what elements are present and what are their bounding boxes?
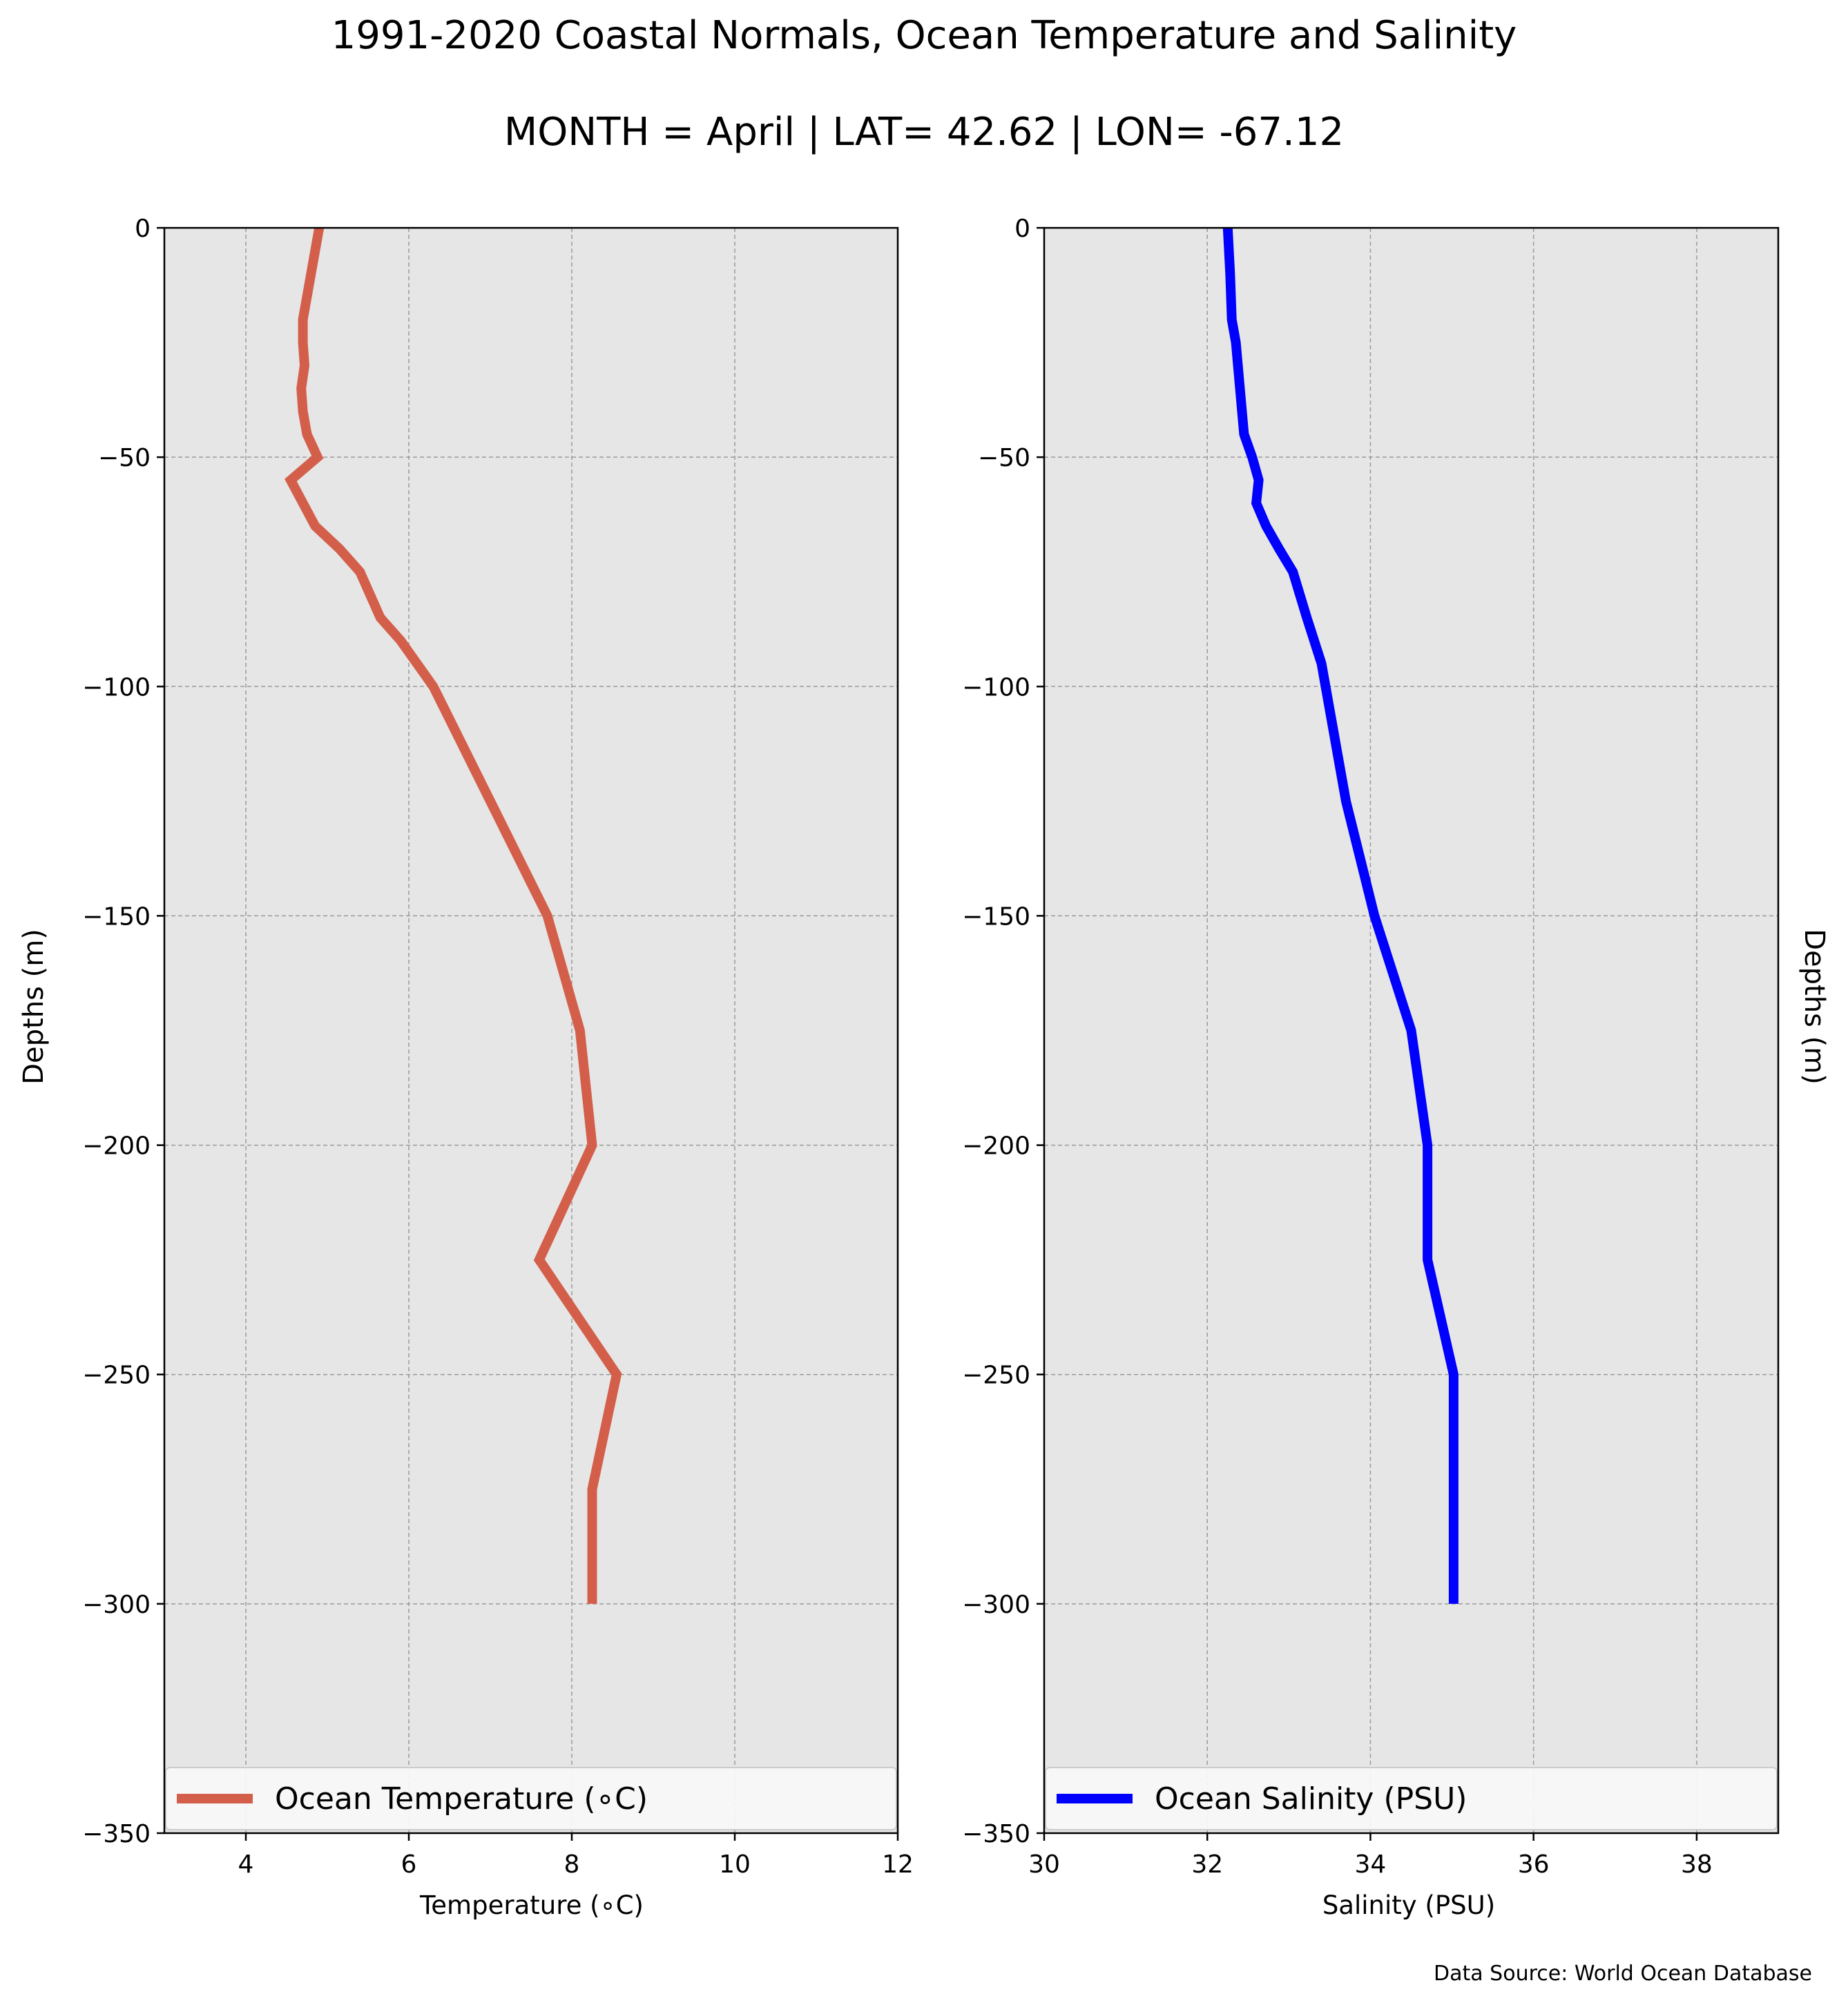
- temperature-legend-label: Ocean Temperature (∘C): [275, 1781, 648, 1817]
- temperature-y-tick-label: −250: [82, 1362, 151, 1390]
- salinity-y-tick-label: −100: [962, 673, 1030, 701]
- salinity-y-tick-label: −250: [962, 1362, 1030, 1390]
- salinity-legend-box: [1045, 1767, 1778, 1830]
- salinity-legend: Ocean Salinity (PSU): [1045, 1767, 1778, 1830]
- temperature-x-tick-label: 6: [401, 1850, 417, 1879]
- salinity-profile-line: [1222, 227, 1459, 1604]
- temperature-legend-box: [165, 1767, 897, 1830]
- right-y-axis-label: Depths (m): [1798, 929, 1830, 1085]
- salinity-x-tick-label: 32: [1191, 1850, 1223, 1879]
- data-source-note: Data Source: World Ocean Database: [1434, 1962, 1812, 1986]
- temperature-x-tick-label: 12: [882, 1850, 914, 1879]
- chart-subtitle: MONTH = April | LAT= 42.62 | LON= -67.12: [504, 110, 1344, 155]
- temperature-panel: Ocean Temperature (∘C) 0 −50 −100 −150 −200 −2…: [82, 215, 914, 1879]
- temperature-y-tick-label: −50: [98, 444, 151, 472]
- salinity-x-tick-label: 36: [1518, 1850, 1550, 1879]
- temperature-y-tick-label: −350: [82, 1820, 151, 1848]
- salinity-x-axis-label: Salinity (PSU): [1322, 1890, 1495, 1920]
- temperature-profile-line: [285, 226, 622, 1604]
- temperature-x-tick-label: 10: [719, 1850, 751, 1879]
- salinity-x-tick-label: 30: [1028, 1850, 1060, 1879]
- temperature-y-tick-label: −300: [82, 1591, 151, 1619]
- temperature-legend: Ocean Temperature (∘C): [165, 1767, 897, 1830]
- salinity-y-tick-label: −150: [962, 902, 1030, 931]
- temperature-y-tick-label: −150: [82, 902, 151, 931]
- salinity-y-tick-label: −50: [978, 444, 1030, 472]
- temperature-y-tick-label: 0: [135, 215, 151, 243]
- salinity-legend-label: Ocean Salinity (PSU): [1155, 1781, 1467, 1817]
- temperature-x-tick-label: 8: [564, 1850, 580, 1879]
- salinity-y-tick-label: −300: [962, 1591, 1030, 1619]
- salinity-axes-frame: [1043, 226, 1780, 1835]
- temperature-x-axis-label: Temperature (∘C): [419, 1890, 644, 1920]
- salinity-x-tick-label: 34: [1355, 1850, 1387, 1879]
- salinity-y-tick-label: −350: [962, 1820, 1030, 1848]
- temperature-y-tick-label: −100: [82, 673, 151, 701]
- salinity-y-tick-label: 0: [1014, 215, 1030, 243]
- temperature-plot-background: [164, 228, 898, 1833]
- temperature-axes-frame: [163, 226, 899, 1835]
- left-y-axis-label: Depths (m): [18, 929, 50, 1085]
- chart-title: 1991-2020 Coastal Normals, Ocean Tempera…: [331, 13, 1517, 58]
- salinity-x-tick-label: 38: [1681, 1850, 1713, 1879]
- temperature-y-tick-label: −200: [82, 1132, 151, 1161]
- salinity-y-tick-label: −200: [962, 1132, 1030, 1161]
- salinity-panel: Ocean Salinity (PSU) 0 −50 −100 −150 −200 −250…: [962, 215, 1780, 1879]
- temperature-x-tick-label: 4: [238, 1850, 254, 1879]
